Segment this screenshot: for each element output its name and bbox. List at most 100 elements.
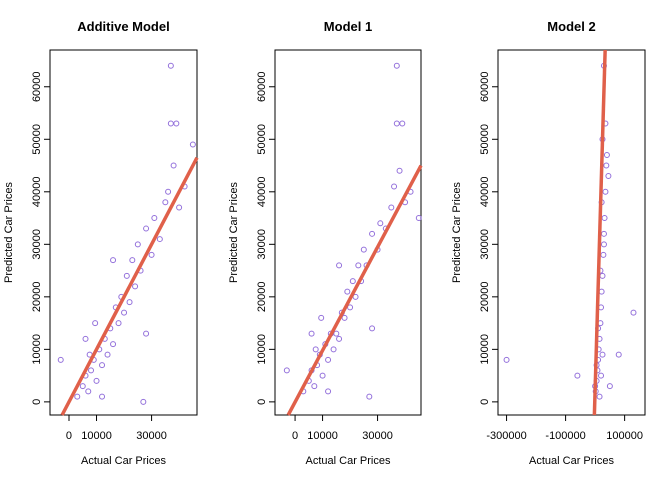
y-axis-label: Predicted Car Prices (228, 182, 240, 283)
point (330, 346, 337, 353)
point (129, 257, 136, 264)
point (377, 220, 384, 227)
y-tick-label: 10000 (256, 334, 268, 365)
point (57, 356, 64, 363)
y-tick-label: 50000 (31, 124, 43, 155)
y-tick-label: 60000 (479, 71, 491, 102)
y-tick-label: 30000 (479, 229, 491, 260)
point (605, 173, 612, 180)
point (311, 383, 318, 390)
point (121, 309, 128, 316)
point (85, 388, 92, 395)
point (123, 272, 130, 279)
point (396, 167, 403, 174)
y-tick-label: 20000 (479, 282, 491, 313)
chart-title: Model 1 (324, 19, 372, 34)
point (360, 246, 367, 253)
point (600, 241, 607, 248)
point (99, 393, 106, 400)
point (503, 356, 510, 363)
point (319, 372, 326, 379)
plot-frame (497, 49, 646, 416)
point (132, 283, 139, 290)
point (283, 367, 290, 374)
y-tick-label: 40000 (256, 177, 268, 208)
point (344, 288, 351, 295)
y-tick-label: 20000 (256, 282, 268, 313)
y-tick-label: 40000 (31, 177, 43, 208)
point (167, 120, 174, 127)
point (574, 372, 581, 379)
x-tick-label: 0 (292, 430, 298, 442)
y-tick-label: 30000 (31, 229, 43, 260)
y-tick-label: 60000 (256, 71, 268, 102)
point (603, 152, 610, 159)
point (151, 215, 158, 222)
point (148, 251, 155, 258)
point (99, 362, 106, 369)
point (599, 351, 606, 358)
point (347, 304, 354, 311)
point (333, 330, 340, 337)
point (88, 367, 95, 374)
y-tick-label: 0 (256, 399, 268, 405)
point (92, 320, 99, 327)
point (336, 262, 343, 269)
point (598, 372, 605, 379)
point (415, 215, 422, 222)
y-tick-label: 50000 (256, 124, 268, 155)
point (393, 120, 400, 127)
point (369, 325, 376, 332)
point (143, 225, 150, 232)
point (165, 188, 172, 195)
x-tick-label: 10000 (307, 430, 338, 442)
point (615, 351, 622, 358)
point (143, 330, 150, 337)
point (393, 62, 400, 69)
x-axis-label: Actual Car Prices (81, 455, 166, 467)
point (600, 230, 607, 237)
point (599, 272, 606, 279)
x-tick-label: -300000 (486, 430, 526, 442)
point (110, 341, 117, 348)
point (82, 335, 89, 342)
chart-title: Model 2 (547, 19, 595, 34)
point (312, 346, 319, 353)
point (93, 377, 100, 384)
point (156, 236, 163, 243)
point (349, 278, 356, 285)
point (110, 257, 117, 264)
point (399, 120, 406, 127)
point (630, 309, 637, 316)
y-tick-label: 20000 (31, 282, 43, 313)
point (74, 393, 81, 400)
point (176, 204, 183, 211)
point (602, 188, 609, 195)
point (170, 162, 177, 169)
x-axis-label: Actual Car Prices (306, 455, 391, 467)
point (167, 62, 174, 69)
x-axis-label: Actual Car Prices (529, 455, 614, 467)
point (388, 204, 395, 211)
point (366, 393, 373, 400)
y-tick-label: 0 (479, 399, 491, 405)
point (601, 215, 608, 222)
x-tick-label: -100000 (545, 430, 585, 442)
y-axis-label: Predicted Car Prices (451, 182, 463, 283)
chart-title: Additive Model (77, 19, 169, 34)
point (189, 141, 196, 148)
reference-line (592, 49, 607, 416)
x-tick-label: 10000 (81, 430, 112, 442)
point (126, 299, 133, 306)
point (325, 388, 332, 395)
y-tick-label: 0 (31, 399, 43, 405)
point (115, 320, 122, 327)
point (596, 393, 603, 400)
y-tick-label: 40000 (479, 177, 491, 208)
point (336, 335, 343, 342)
point (173, 120, 180, 127)
point (391, 183, 398, 190)
point (318, 314, 325, 321)
point (162, 199, 169, 206)
